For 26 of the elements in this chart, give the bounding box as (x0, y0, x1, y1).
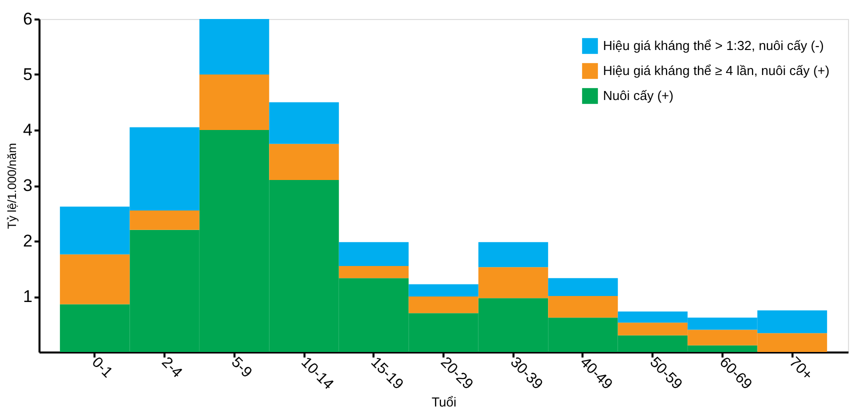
legend-label: Hiệu giá kháng thể > 1:32, nuôi cấy (-) (603, 38, 824, 53)
bar (548, 278, 618, 296)
x-tick-label: 0-1 (88, 354, 116, 382)
y-tick-label: 1 (23, 287, 32, 306)
x-tick-label: 2-4 (158, 354, 186, 382)
bar (478, 242, 548, 268)
bar (338, 242, 409, 266)
y-tick-label: 2 (23, 232, 32, 250)
bar (60, 254, 130, 304)
y-tick-label: 6 (23, 10, 32, 28)
bar (199, 74, 270, 130)
x-tick-label: 70+ (786, 354, 816, 384)
bar (199, 19, 270, 74)
legend-label: Nuôi cấy (+) (603, 88, 674, 103)
bar (269, 144, 339, 180)
bar (408, 284, 478, 296)
bar (130, 210, 200, 230)
y-tick-label: 4 (23, 120, 32, 140)
x-axis-title: Tuổi (432, 394, 457, 410)
y-tick-label: 5 (23, 65, 32, 84)
bar (338, 266, 409, 278)
legend-label: Hiệu giá kháng thể ≥ 4 lần, nuôi cấy (+) (603, 63, 830, 78)
x-tick-label: 5-9 (228, 354, 256, 382)
bar (269, 102, 339, 144)
y-tick-label: 3 (23, 176, 32, 195)
y-axis-title: Tỷ lệ/1.000/năm (5, 142, 20, 230)
